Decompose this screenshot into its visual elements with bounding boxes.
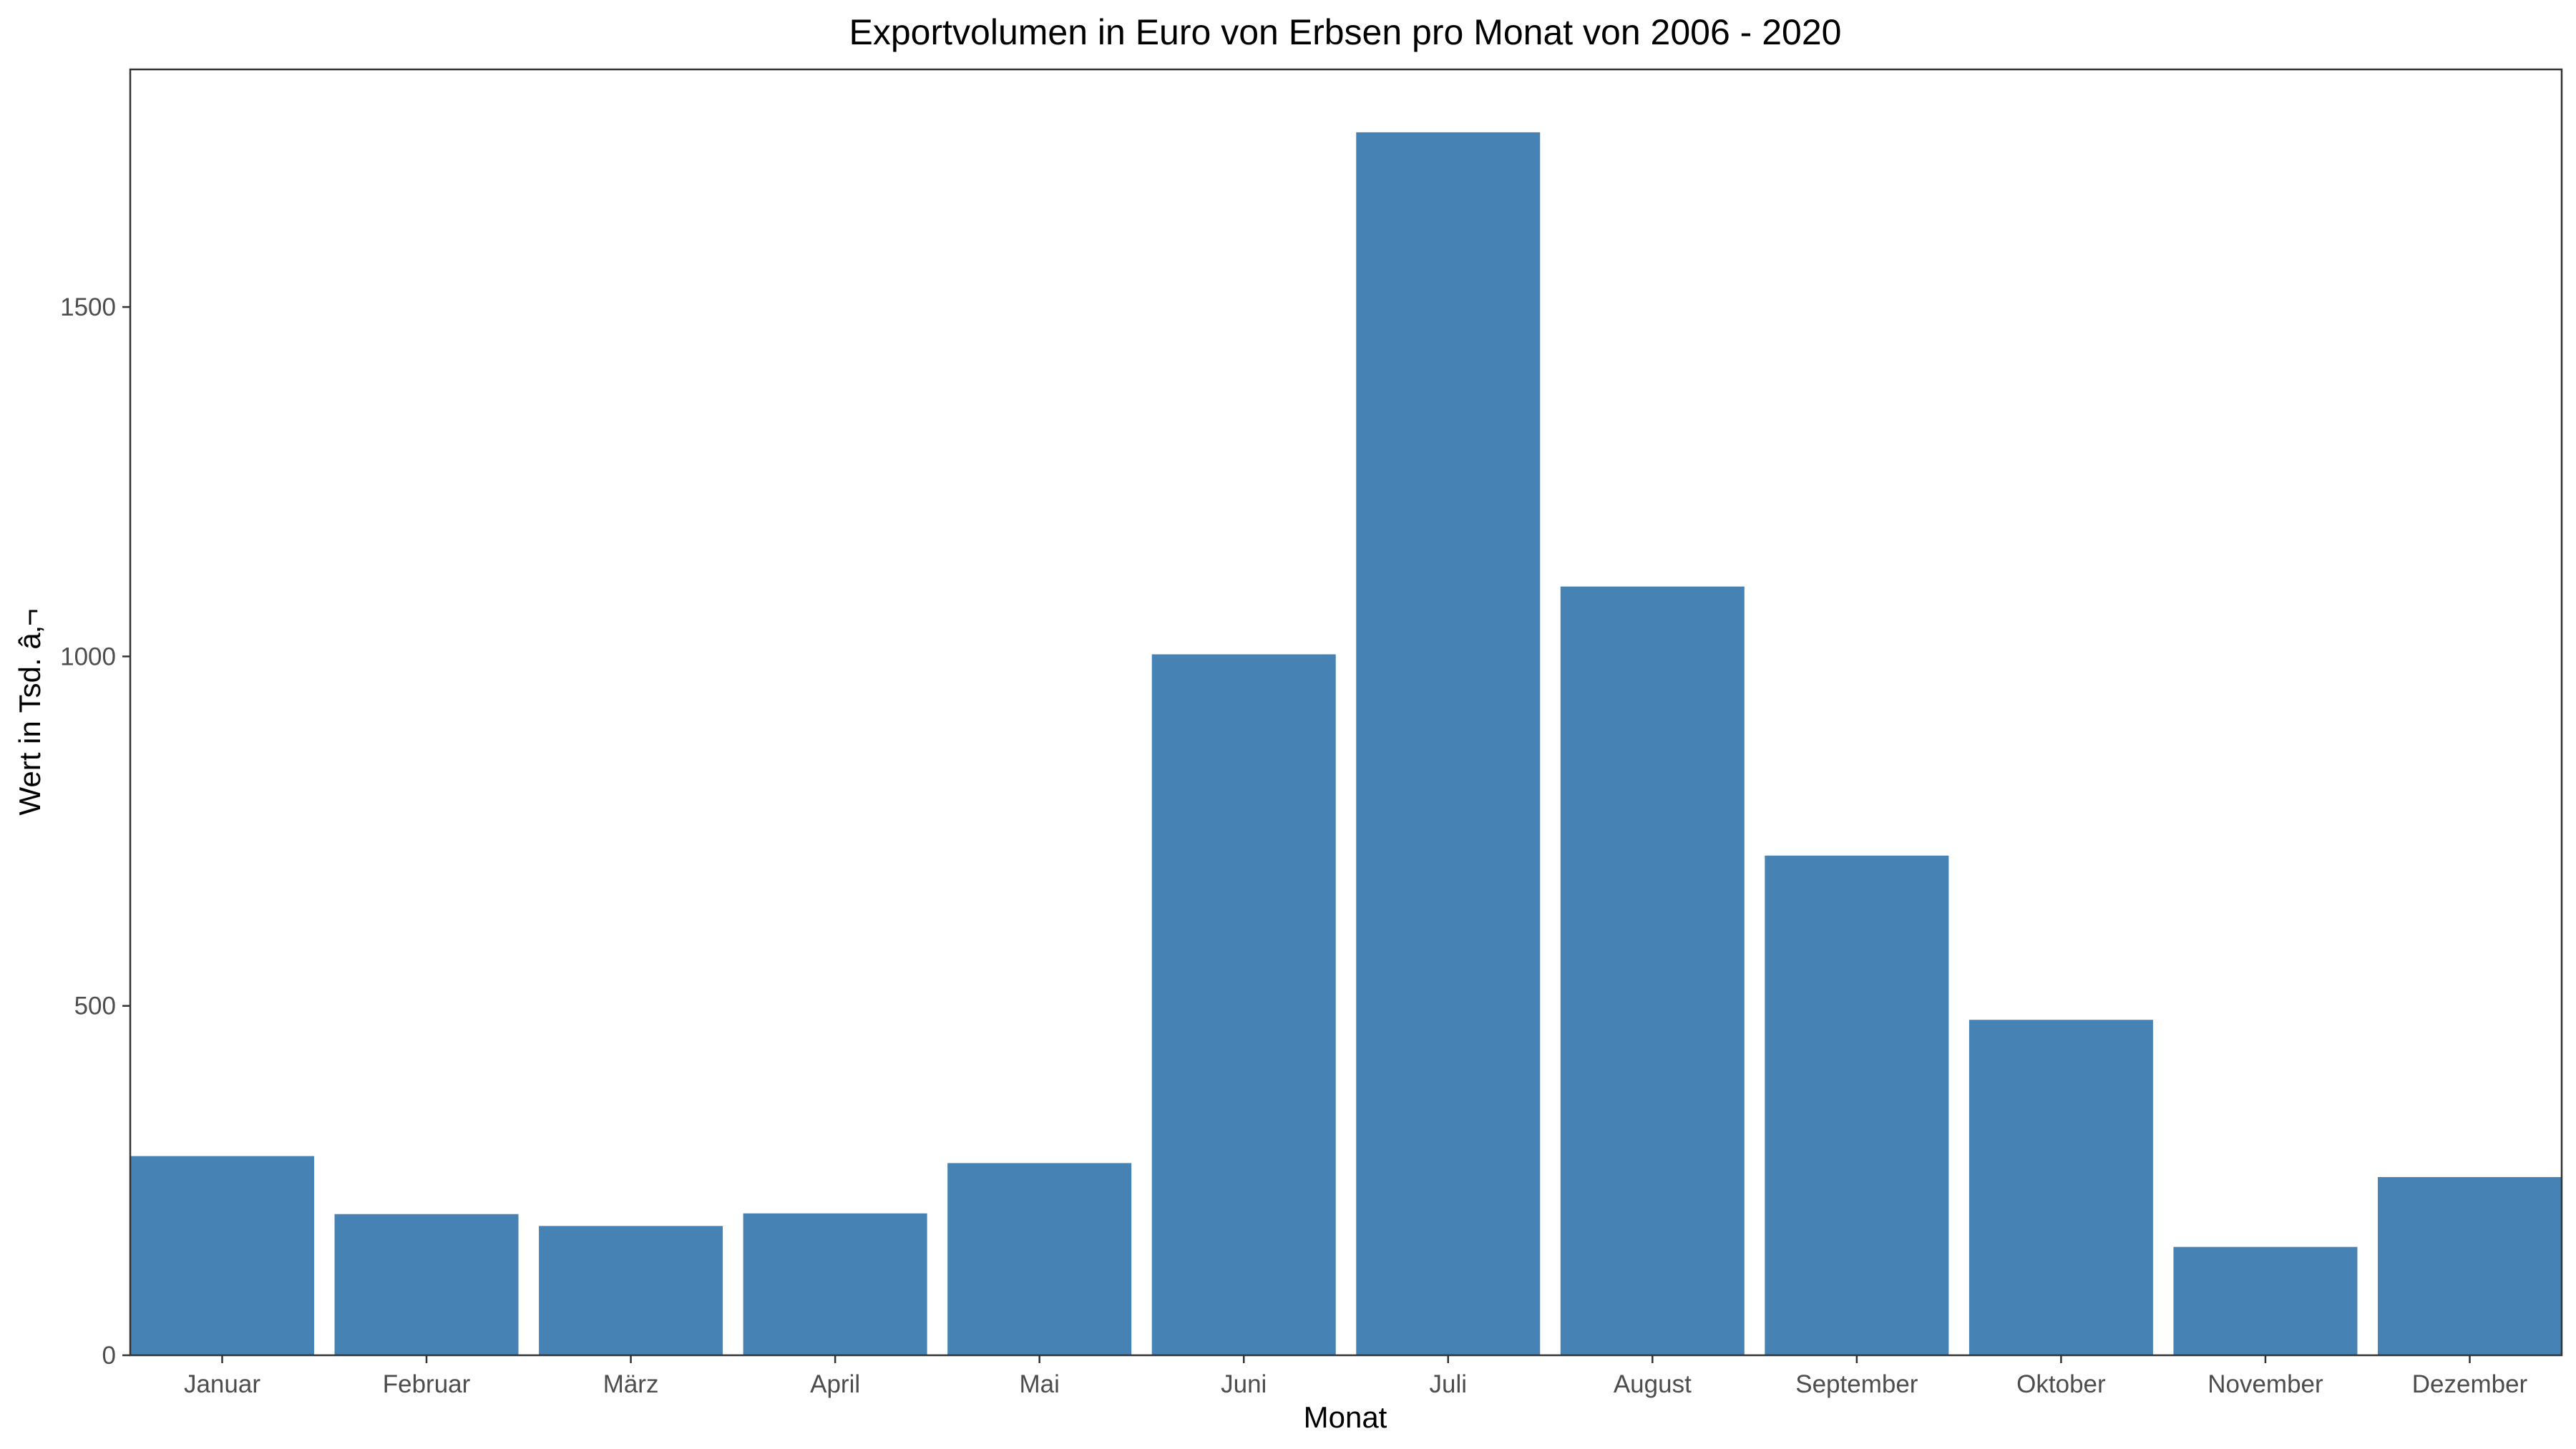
bar-oktober: [1968, 1020, 2153, 1355]
bar-november: [2173, 1246, 2358, 1355]
x-tick-label: August: [1614, 1370, 1692, 1398]
y-axis: 0 500 1000 1500: [60, 293, 130, 1370]
y-tick-label: 1500: [60, 293, 116, 321]
x-tick-label: Januar: [184, 1370, 260, 1398]
y-tick-label: 500: [74, 992, 116, 1020]
x-tick-label: April: [810, 1370, 860, 1398]
x-tick-label: März: [603, 1370, 659, 1398]
y-tick-label: 0: [102, 1342, 116, 1370]
x-tick-label: September: [1795, 1370, 1918, 1398]
bar-mai: [947, 1163, 1132, 1355]
bar-juni: [1151, 654, 1336, 1355]
x-axis: Januar Februar März April Mai Juni Juli August S…: [184, 1355, 2528, 1398]
bar-märz: [539, 1226, 723, 1355]
x-tick-label: Februar: [383, 1370, 471, 1398]
bar-dezember: [2378, 1176, 2562, 1355]
bar-februar: [334, 1214, 519, 1355]
bar-september: [1765, 855, 1949, 1355]
bar-juli: [1356, 132, 1541, 1356]
x-tick-label: Juni: [1221, 1370, 1267, 1398]
bar-april: [743, 1213, 927, 1355]
bar-januar: [130, 1156, 314, 1355]
x-tick-label: November: [2207, 1370, 2323, 1398]
y-axis-title: Wert in Tsd. â‚¬: [13, 608, 47, 815]
chart-title: Exportvolumen in Euro von Erbsen pro Mon…: [849, 12, 1842, 52]
y-tick-label: 1000: [60, 643, 116, 670]
x-tick-label: Juli: [1430, 1370, 1468, 1398]
x-axis-title: Monat: [1304, 1400, 1387, 1434]
plot-panel: [129, 68, 2563, 1357]
bar-series: [130, 132, 2562, 1356]
x-tick-label: Oktober: [2016, 1370, 2106, 1398]
bar-august: [1560, 586, 1745, 1355]
x-tick-label: Dezember: [2412, 1370, 2528, 1398]
x-tick-label: Mai: [1019, 1370, 1059, 1398]
